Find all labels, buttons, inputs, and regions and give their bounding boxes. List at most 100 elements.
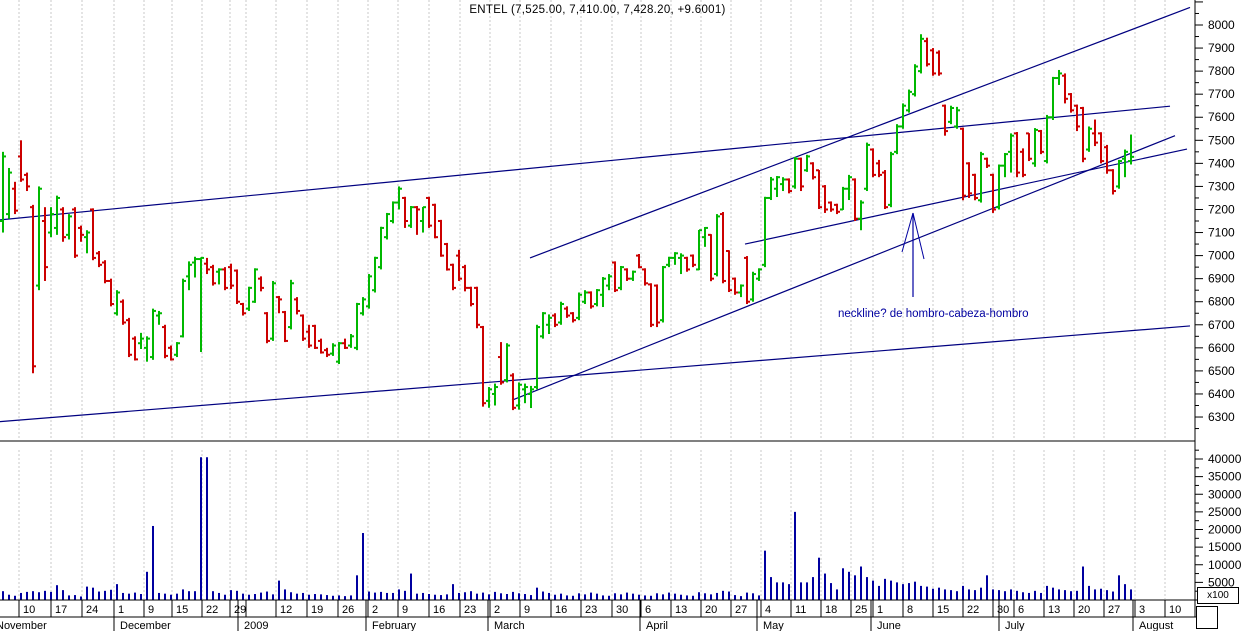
volume-bar [602,595,604,600]
volume-bar [416,593,418,600]
volume-bar [518,593,520,600]
volume-bar [350,595,352,600]
volume-bar [896,582,898,600]
volume-bar [716,592,718,600]
month-label: December [120,620,171,631]
volume-bar [224,594,226,600]
volume-bar [866,577,868,600]
volume-bar [500,593,502,600]
volume-bar [884,578,886,600]
volume-bar [776,582,778,600]
date-label: 30 [997,604,1009,616]
trendline-5 [0,325,1191,423]
volume-bar [794,511,796,600]
price-axis-label: 7600 [1208,110,1235,124]
date-label: 12 [280,604,292,616]
volume-bar [242,593,244,600]
neckline-annotation: neckline? de hombro-cabeza-hombro [838,308,1029,320]
volume-bar [470,591,472,600]
volume-bar [1016,590,1018,600]
volume-bar [938,587,940,600]
volume-bar [512,591,514,600]
month-label: 2009 [244,620,268,631]
volume-bar [110,589,112,600]
volume-bar [92,587,94,600]
date-label: 22 [967,604,979,616]
volume-bar [614,593,616,600]
volume-bar [920,585,922,600]
volume-bar [362,533,364,600]
volume-bar [542,591,544,600]
volume-bar [848,571,850,600]
volume-bar [620,594,622,600]
volume-bar [1004,591,1006,600]
trendline-1 [0,105,1171,221]
date-label: 13 [675,604,687,616]
volume-bar [74,595,76,600]
volume-bar [218,592,220,600]
volume-bar [974,590,976,600]
volume-bar [278,580,280,600]
volume-bar [140,594,142,600]
volume-bar [1106,590,1108,600]
volume-bar [200,457,202,600]
volume-bar [20,592,22,600]
volume-bar [878,585,880,600]
volume-bar [98,591,100,600]
volume-bar [266,591,268,600]
volume-bar [968,589,970,600]
volume-bar [254,594,256,600]
volume-bar [176,593,178,600]
volume-bar [998,590,1000,600]
volume-bar [1076,590,1078,600]
volume-bar [680,594,682,600]
volume-bar [1010,589,1012,600]
volume-bar [212,591,214,600]
volume-bar [434,594,436,600]
date-label: 20 [705,604,717,616]
volume-bar [860,566,862,600]
volume-bar [44,590,46,600]
date-label: 9 [148,604,154,616]
month-label: May [763,620,784,631]
volume-bar [194,591,196,600]
volume-bar [1052,587,1054,600]
date-label: 10 [1169,604,1181,616]
volume-axis-label: 25000 [1208,505,1242,519]
month-label: February [372,620,417,631]
volume-bar [668,592,670,600]
volume-bar [146,571,148,600]
volume-bar [800,582,802,600]
volume-axis-label: 35000 [1208,470,1242,484]
volume-bar [956,591,958,600]
volume-bar [404,590,406,600]
volume-bar [686,595,688,600]
month-label: August [1139,620,1173,631]
volume-bar [302,592,304,600]
date-label: 15 [176,604,188,616]
month-label: July [1005,620,1025,631]
month-label: November [0,620,47,631]
volume-bar [740,596,742,600]
volume-bar [752,593,754,600]
volume-bar [590,592,592,600]
volume-axis-label: 15000 [1208,540,1242,554]
volume-bar [356,575,358,600]
date-label: 6 [645,604,651,616]
date-label: 6 [1018,604,1024,616]
volume-bar [530,595,532,600]
volume-bar [812,577,814,600]
date-label: 20 [1078,604,1090,616]
volume-bar [56,585,58,600]
volume-bar [1022,592,1024,600]
volume-bar [902,584,904,600]
volume-bar [818,557,820,600]
scroll-handle-box[interactable] [1196,606,1218,629]
volume-bar [494,591,496,600]
date-label: 30 [616,604,628,616]
price-axis-label: 6600 [1208,341,1235,355]
volume-bar [368,591,370,600]
price-axis-label: 7700 [1208,87,1235,101]
volume-scale-note: x100 [1197,587,1239,604]
